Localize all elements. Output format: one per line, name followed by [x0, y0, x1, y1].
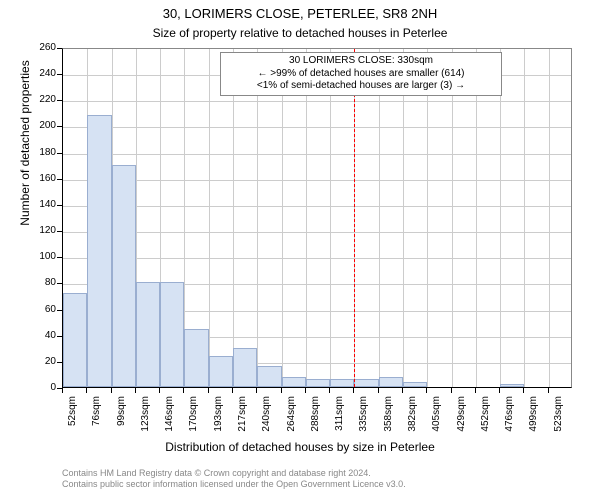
- callout-box: 30 LORIMERS CLOSE: 330sqm ← >99% of deta…: [220, 52, 502, 96]
- footer-attribution: Contains HM Land Registry data © Crown c…: [62, 468, 406, 490]
- x-tick-label: 382sqm: [407, 396, 418, 436]
- x-tick-label: 499sqm: [528, 396, 539, 436]
- x-tick-label: 288sqm: [310, 396, 321, 436]
- histogram-bar: [184, 329, 208, 387]
- chart-title: 30, LORIMERS CLOSE, PETERLEE, SR8 2NH: [0, 6, 600, 21]
- footer-line-2: Contains public sector information licen…: [62, 479, 406, 490]
- histogram-bar: [257, 366, 281, 387]
- histogram-bar: [136, 282, 160, 387]
- plot-area: [62, 48, 572, 388]
- histogram-bar: [354, 379, 378, 387]
- y-tick-label: 220: [28, 94, 56, 105]
- callout-line-3: <1% of semi-detached houses are larger (…: [227, 80, 495, 93]
- histogram-bar: [282, 377, 306, 387]
- property-marker-line: [354, 49, 355, 387]
- histogram-bar: [500, 384, 524, 387]
- x-tick-label: 52sqm: [67, 396, 78, 436]
- chart-container: { "title": "30, LORIMERS CLOSE, PETERLEE…: [0, 0, 600, 500]
- footer-line-1: Contains HM Land Registry data © Crown c…: [62, 468, 406, 479]
- histogram-bar: [63, 293, 87, 387]
- y-tick-label: 40: [28, 330, 56, 341]
- callout-line-2: ← >99% of detached houses are smaller (6…: [227, 68, 495, 81]
- y-tick-label: 0: [28, 382, 56, 393]
- y-tick-label: 180: [28, 147, 56, 158]
- y-tick-label: 80: [28, 277, 56, 288]
- histogram-bar: [403, 382, 427, 387]
- y-tick-label: 60: [28, 304, 56, 315]
- histogram-bar: [87, 115, 111, 387]
- chart-subtitle: Size of property relative to detached ho…: [0, 26, 600, 40]
- x-tick-label: 99sqm: [116, 396, 127, 436]
- histogram-bar: [330, 379, 354, 387]
- x-tick-label: 311sqm: [334, 396, 345, 436]
- x-tick-label: 264sqm: [286, 396, 297, 436]
- y-tick-label: 240: [28, 68, 56, 79]
- arrow-left-icon: ←: [257, 68, 270, 79]
- arrow-right-icon: →: [452, 80, 465, 91]
- histogram-bar: [379, 377, 403, 387]
- histogram-bar: [209, 356, 233, 387]
- x-tick-label: 170sqm: [188, 396, 199, 436]
- x-tick-label: 217sqm: [237, 396, 248, 436]
- callout-line-2-text: >99% of detached houses are smaller (614…: [270, 68, 464, 79]
- y-tick-label: 160: [28, 173, 56, 184]
- y-tick-label: 100: [28, 251, 56, 262]
- callout-line-1: 30 LORIMERS CLOSE: 330sqm: [227, 55, 495, 68]
- x-tick-label: 405sqm: [431, 396, 442, 436]
- y-tick-label: 140: [28, 199, 56, 210]
- y-tick-label: 120: [28, 225, 56, 236]
- histogram-bar: [160, 282, 184, 387]
- x-axis-label: Distribution of detached houses by size …: [0, 440, 600, 454]
- x-tick-label: 146sqm: [164, 396, 175, 436]
- y-tick-label: 200: [28, 120, 56, 131]
- x-tick-label: 523sqm: [553, 396, 564, 436]
- histogram-bar: [306, 379, 330, 387]
- x-tick-label: 240sqm: [261, 396, 272, 436]
- histogram-bar: [233, 348, 257, 387]
- x-tick-label: 358sqm: [383, 396, 394, 436]
- y-tick-label: 20: [28, 356, 56, 367]
- x-tick-label: 76sqm: [91, 396, 102, 436]
- x-tick-label: 335sqm: [358, 396, 369, 436]
- x-tick-label: 123sqm: [140, 396, 151, 436]
- x-tick-label: 429sqm: [456, 396, 467, 436]
- x-tick-label: 193sqm: [213, 396, 224, 436]
- y-tick-label: 260: [28, 42, 56, 53]
- x-tick-label: 476sqm: [504, 396, 515, 436]
- callout-line-3-text: <1% of semi-detached houses are larger (…: [257, 80, 452, 91]
- x-tick-label: 452sqm: [480, 396, 491, 436]
- histogram-bar: [112, 165, 136, 387]
